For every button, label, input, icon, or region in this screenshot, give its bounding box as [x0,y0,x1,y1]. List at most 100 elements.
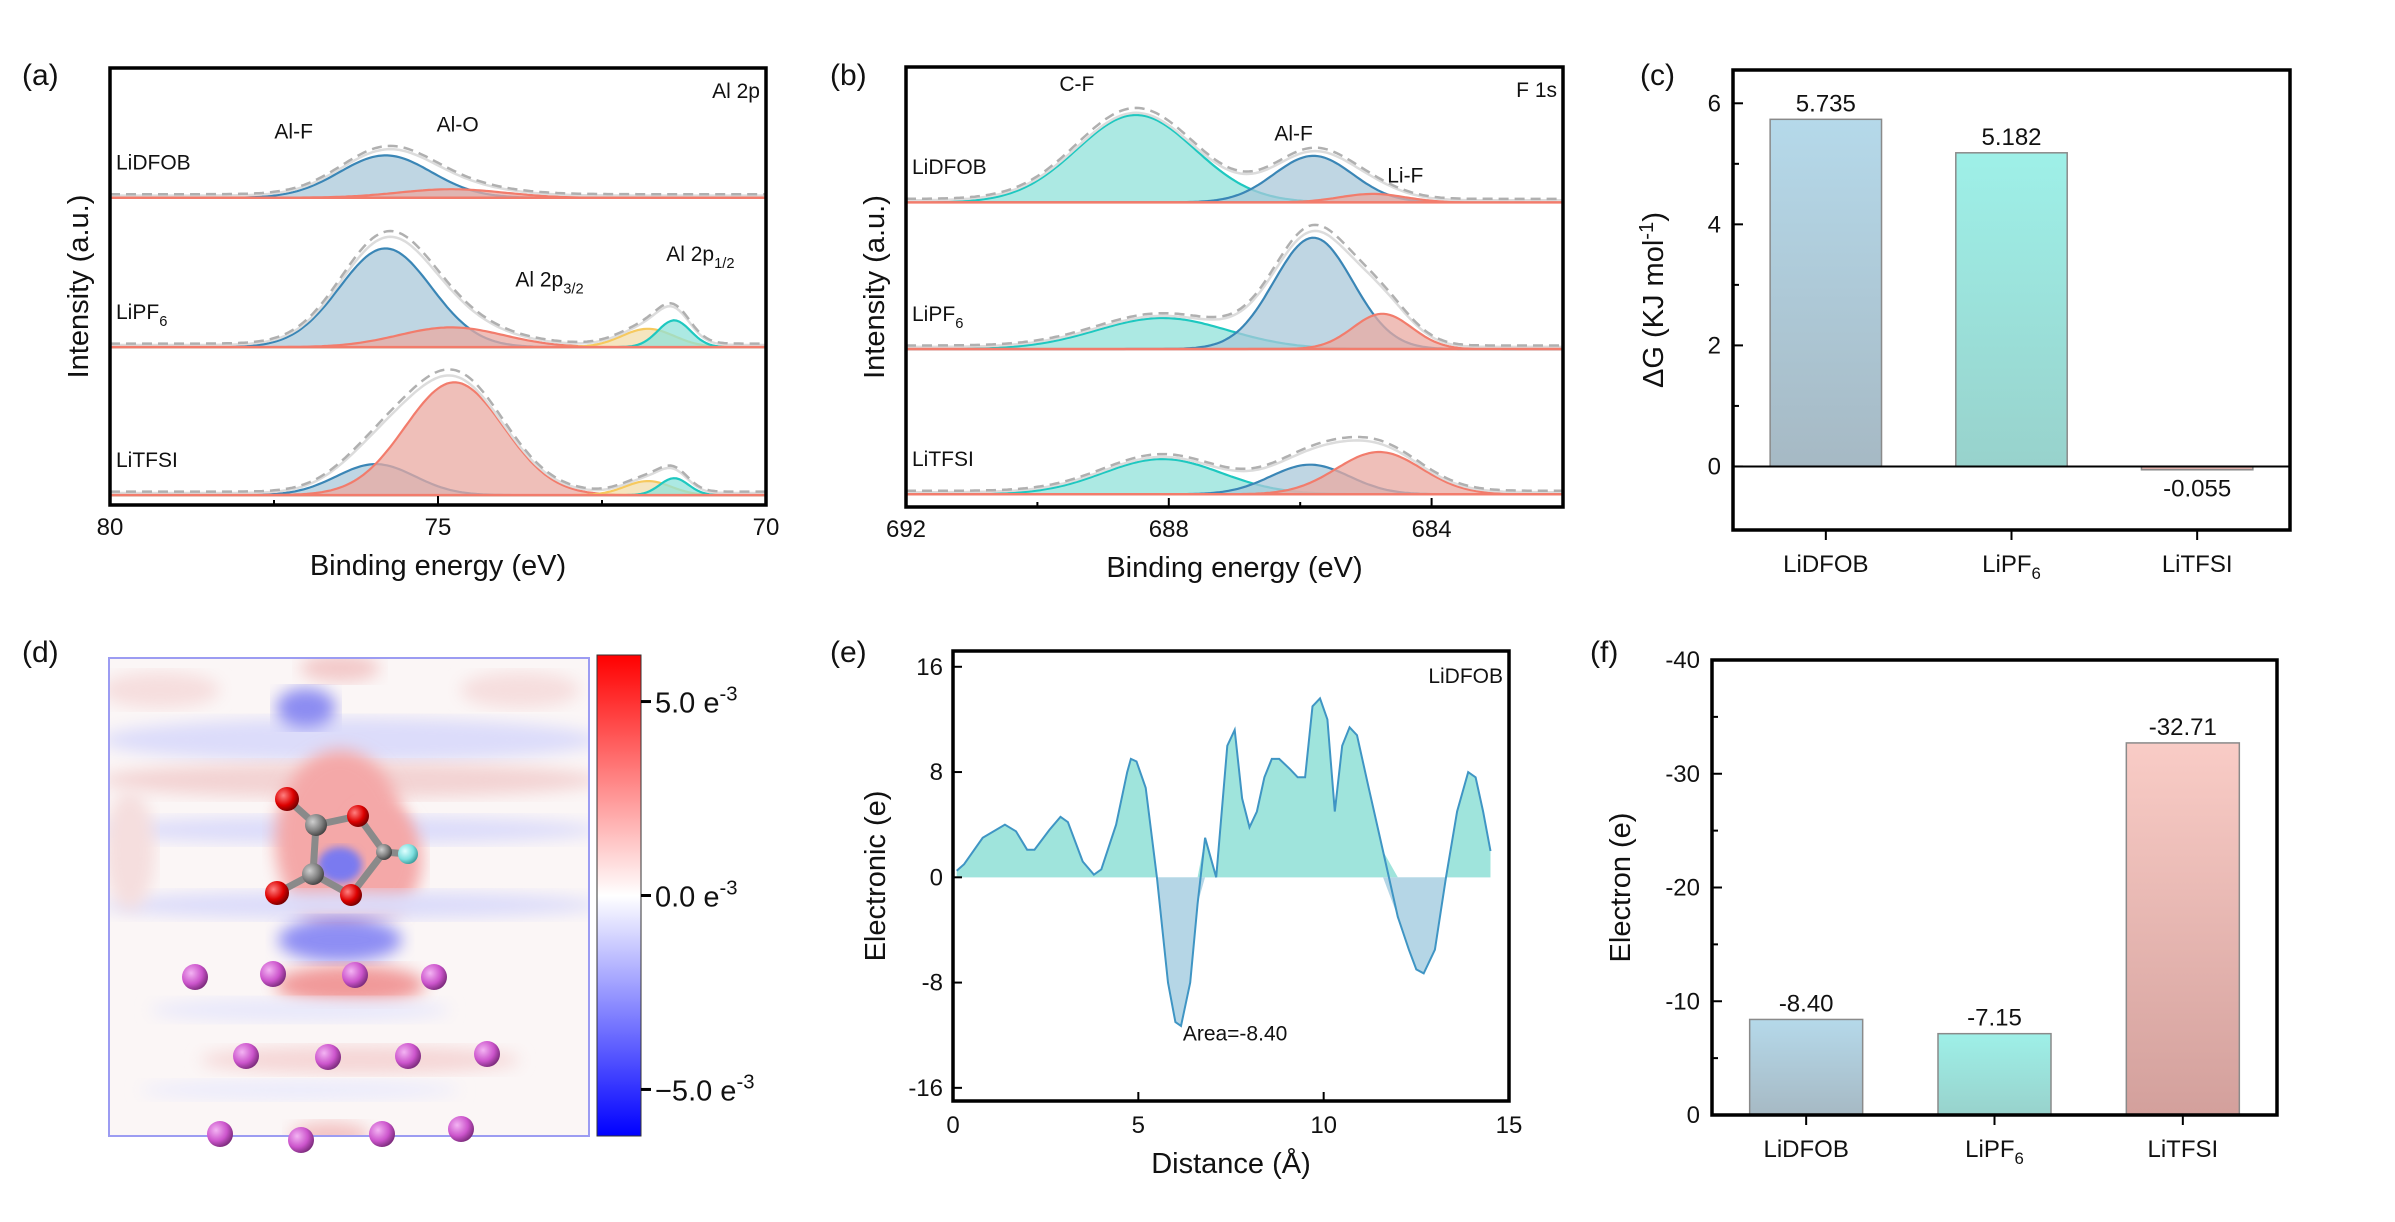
x-tick-label: 10 [1310,1112,1337,1139]
colorbar-tick-label-main: −5.0 e [655,1075,736,1107]
peak-label-subscript: 1/2 [714,256,734,272]
colorbar-tick-label-main: 5.0 e [655,688,720,720]
y-axis-title: Intensity (a.u.) [859,195,891,379]
category-label-main: LiDFOB [1763,1136,1848,1163]
y-tick-label: -8 [922,970,943,997]
sample-label: LiTFSI [912,448,974,471]
category-label-main: LiPF [1965,1136,2014,1163]
dfob-molecule [265,787,418,906]
sample-label: LiDFOB [912,156,987,179]
charge-density-region [150,998,450,1022]
charge-depletion-region [318,847,362,883]
sample-label: LiPF6 [912,303,963,332]
charge-density-region [300,658,380,682]
peak-label: Al-O [437,113,479,136]
x-axis-title: Binding energy (eV) [1106,552,1362,584]
y-tick-label: -10 [1665,988,1700,1015]
charge-density-region [200,1046,520,1074]
charge-density-region [109,790,155,910]
oxygen-atom [265,881,289,905]
spectrum-title: F 1s [1516,79,1557,102]
colorbar-tick-label-main: 0.0 e [655,882,720,914]
y-tick-label: -16 [908,1075,943,1102]
oxygen-atom [347,805,369,827]
value-label: 5.735 [1796,90,1856,117]
y-axis-title-main: Electron (e) [1605,813,1637,963]
y-axis-title-superscript: -1 [1636,222,1658,240]
panel-f-electron-bar-chart: -8.40 LiDFOB -7.15 LiPF6 -32.71 LiTFSI 0 -10 -20… [1605,647,2279,1168]
positive-area-fill [956,698,1491,878]
value-label: -8.40 [1779,990,1834,1017]
value-label: -7.15 [1967,1005,2022,1032]
sample-label: LiDFOB [116,151,191,174]
panel-b-xps-f1s: LiDFOB LiPF6 LiTFSI C-F Al-F Li-F F 1s 692 688 68… [859,65,1565,584]
panel-label-e: (e) [830,636,867,669]
lithium-atom [260,961,286,987]
y-tick-label: 0 [1708,453,1721,480]
chart-title: LiDFOB [1428,665,1503,688]
bar-lidfob [1748,1018,1864,1116]
spectrum-lipf6: LiPF6 [108,229,768,349]
lithium-atom [288,1127,314,1153]
category-label: LiDFOB [1763,1136,1848,1163]
lithium-atom [474,1041,500,1067]
sample-label-main: LiTFSI [116,449,178,472]
map-frame [108,657,590,1137]
envelope-fit [906,229,1563,349]
category-label: LiTFSI [2147,1136,2218,1163]
y-axis-title-end: ) [1638,212,1670,222]
panel-label-f: (f) [1590,636,1618,669]
category-label-subscript: 6 [2032,564,2041,583]
spectrum-lidfob: LiDFOB [904,106,1565,204]
x-tick-label: 684 [1412,516,1452,543]
fitted-peak [108,381,768,497]
sample-label-main: LiPF [912,303,955,326]
category-label-main: LiPF [1982,551,2031,578]
axes-frame [1731,68,2292,532]
x-tick-label: 0 [946,1112,959,1139]
y-tick-label: -40 [1665,647,1700,674]
boron-atom [376,844,392,860]
envelope-fit [110,235,766,347]
peak-label: Al-F [274,120,313,143]
x-tick-label: 75 [425,514,452,541]
bar-lipf6 [1955,152,2068,468]
peak-label-main: Al-F [1274,122,1313,145]
panel-label-c: (c) [1640,59,1675,92]
spectrum-litfsi: LiTFSI [904,435,1565,496]
x-tick-label: 15 [1496,1112,1523,1139]
axes-frame [951,649,1511,1103]
peak-label-main: Al-O [437,113,479,136]
lithium-atom [233,1043,259,1069]
y-tick-label: 4 [1708,211,1721,238]
raw-data-line [110,144,766,196]
peak-label: C-F [1059,73,1094,96]
raw-data-line [110,229,766,345]
oxygen-atom [340,884,362,906]
lithium-atom [315,1044,341,1070]
y-axis-title: ΔG (KJ mol-1) [1636,212,1670,388]
y-tick-label: 6 [1708,90,1721,117]
bar-lidfob [1769,118,1883,468]
series-line [956,696,1492,1028]
envelope-fit [906,111,1563,202]
charge-density-region [109,672,220,708]
x-tick-label: 692 [886,516,926,543]
x-axis-title: Binding energy (eV) [310,550,566,582]
envelope-fit [906,439,1563,494]
x-tick-label: 80 [97,514,124,541]
peak-label-main: Al 2p [666,243,714,266]
panel-label-d: (d) [22,636,59,669]
fitted-peak [904,113,1565,204]
charge-density-region [460,672,580,708]
peak-label-main: C-F [1059,73,1094,96]
carbon-atom [305,814,327,836]
colorbar-tick-label: 5.0 e-3 [655,684,738,720]
lithium-atom [207,1121,233,1147]
lithium-atom [448,1116,474,1142]
colorbar-tick-label: −5.0 e-3 [655,1071,754,1107]
charge-density-region [109,718,589,762]
sample-label: LiTFSI [116,449,178,472]
y-tick-label: 0 [930,864,943,891]
